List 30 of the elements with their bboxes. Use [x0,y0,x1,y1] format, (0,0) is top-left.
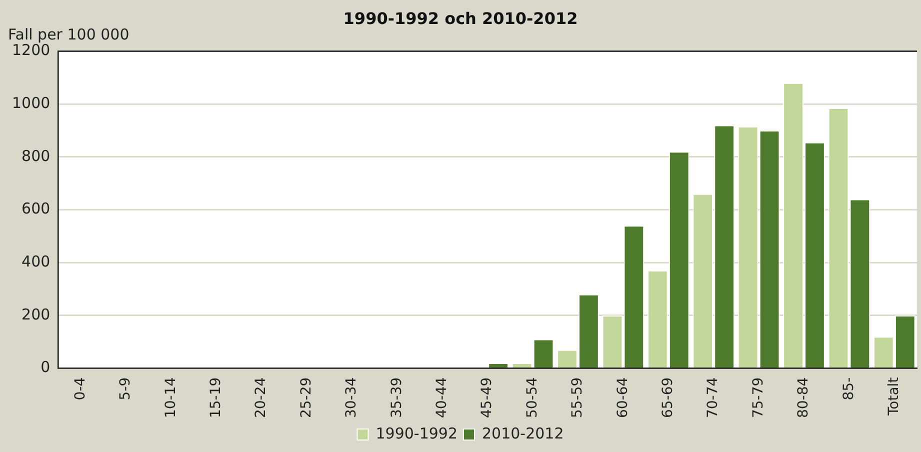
legend-label: 2010-2012 [482,424,564,442]
x-tick-label: 50-54 [524,377,540,418]
y-tick-label: 600 [22,200,50,218]
x-tick-label: 5-9 [118,377,134,400]
x-tick-label: 70-74 [705,377,722,418]
x-tick-label: 20-24 [253,377,270,418]
chart-title: 1990-1992 och 2010-2012 [343,8,578,28]
x-tick-label: 85- [840,377,857,400]
y-tick-label: 200 [22,305,50,324]
x-tick-label: Totalt [886,376,902,417]
legend-label: 1990-1992 [376,424,458,442]
x-tick-label: 45-49 [479,377,496,418]
x-tick-label: 55-59 [570,377,586,418]
x-tick-label: 65-69 [660,377,676,418]
y-tick-label: 400 [22,252,50,271]
y-tick-label: 0 [40,358,50,376]
x-tick-label: 60-64 [614,377,631,418]
x-tick-label: 40-44 [434,377,450,418]
x-tick-label: 80-84 [796,377,812,418]
y-tick-label: 1000 [12,94,50,112]
x-tick-label: 15-19 [208,377,224,418]
x-tick-label: 0-4 [72,377,88,400]
y-tick-label: 800 [22,146,50,165]
y-tick-label: 1200 [12,41,50,60]
x-tick-label: 30-34 [344,377,360,418]
x-tick-label: 75-79 [750,377,766,418]
x-tick-label: 35-39 [388,377,405,418]
x-tick-label: 10-14 [162,377,179,418]
y-axis-title: Fall per 100 000 [8,26,130,44]
x-tick-label: 25-29 [298,377,314,418]
